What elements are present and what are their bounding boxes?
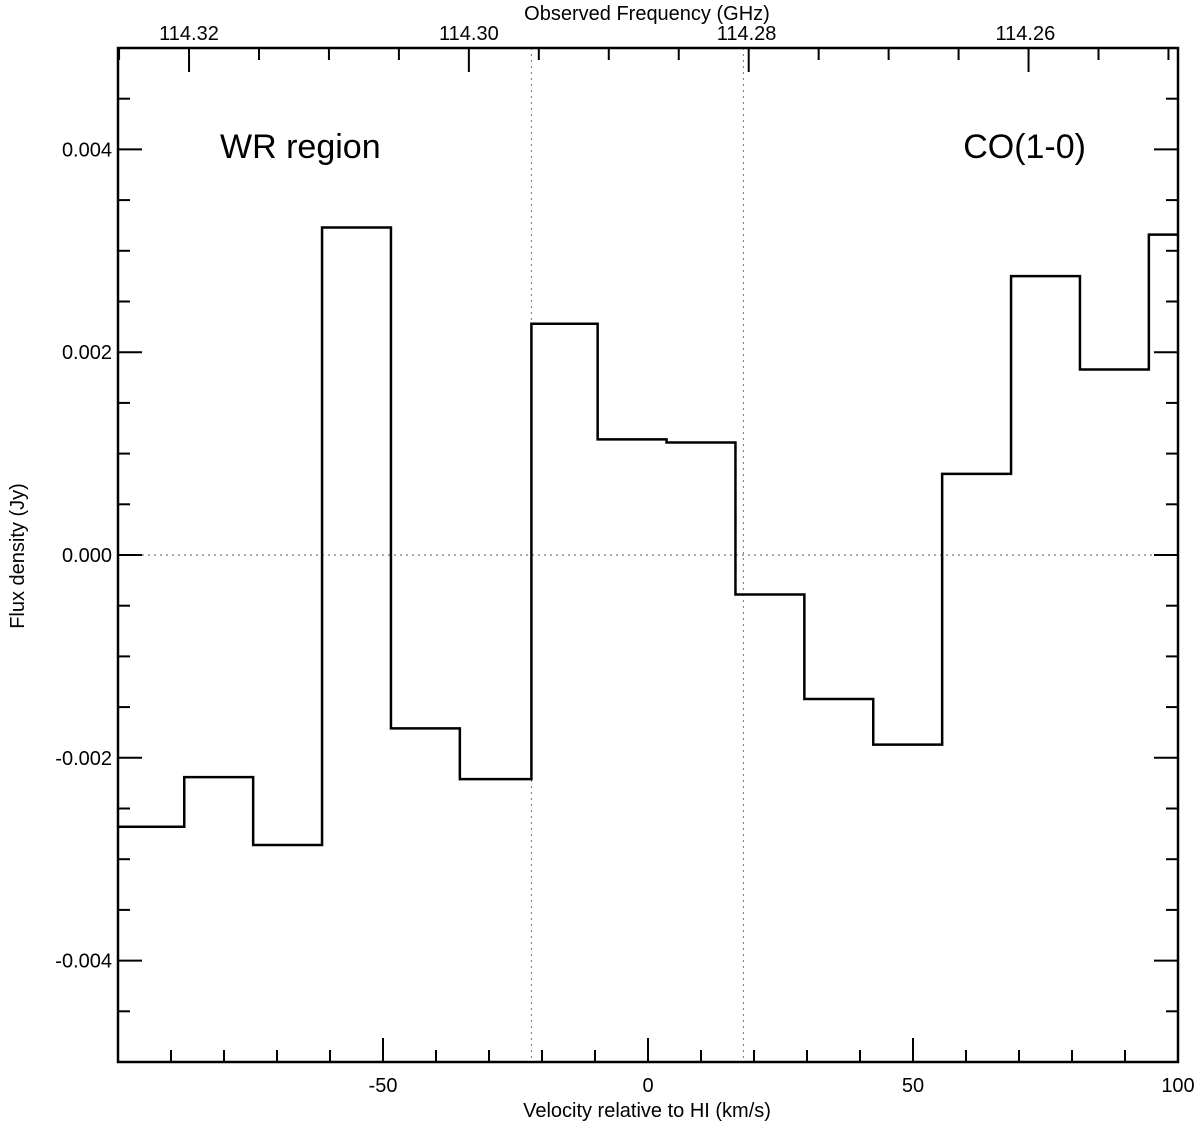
top-x-tick-label: 114.26 xyxy=(996,23,1056,45)
tick-labels: -0.004 -0.002 0.000 0.002 0.004 -50 0 50 100 114.… xyxy=(55,23,1194,1097)
plot-frame xyxy=(116,46,1180,1064)
y-tick-label: -0.002 xyxy=(55,748,112,770)
x-axis-label: Velocity relative to HI (km/s) xyxy=(523,1100,771,1122)
annotation-line: CO(1-0) xyxy=(963,128,1086,166)
y-tick-label: 0.000 xyxy=(62,545,112,567)
x-tick-label: 0 xyxy=(642,1075,653,1097)
y-tick-label: 0.002 xyxy=(62,342,112,364)
y-axis-label: Flux density (Jy) xyxy=(7,483,29,629)
x-tick-label: -50 xyxy=(369,1075,398,1097)
reference-lines xyxy=(118,48,1178,1062)
annotation-region: WR region xyxy=(220,128,381,166)
x-tick-label: 50 xyxy=(902,1075,924,1097)
top-x-axis-label: Observed Frequency (GHz) xyxy=(524,3,770,25)
y-tick-label: 0.004 xyxy=(62,139,112,161)
top-x-tick-label: 114.30 xyxy=(439,23,499,45)
spectrum-step-line xyxy=(118,226,1178,847)
y-tick-label: -0.004 xyxy=(55,951,112,973)
top-x-tick-label: 114.28 xyxy=(717,23,777,45)
top-x-tick-label: 114.32 xyxy=(159,23,219,45)
x-tick-label: 100 xyxy=(1161,1075,1194,1097)
